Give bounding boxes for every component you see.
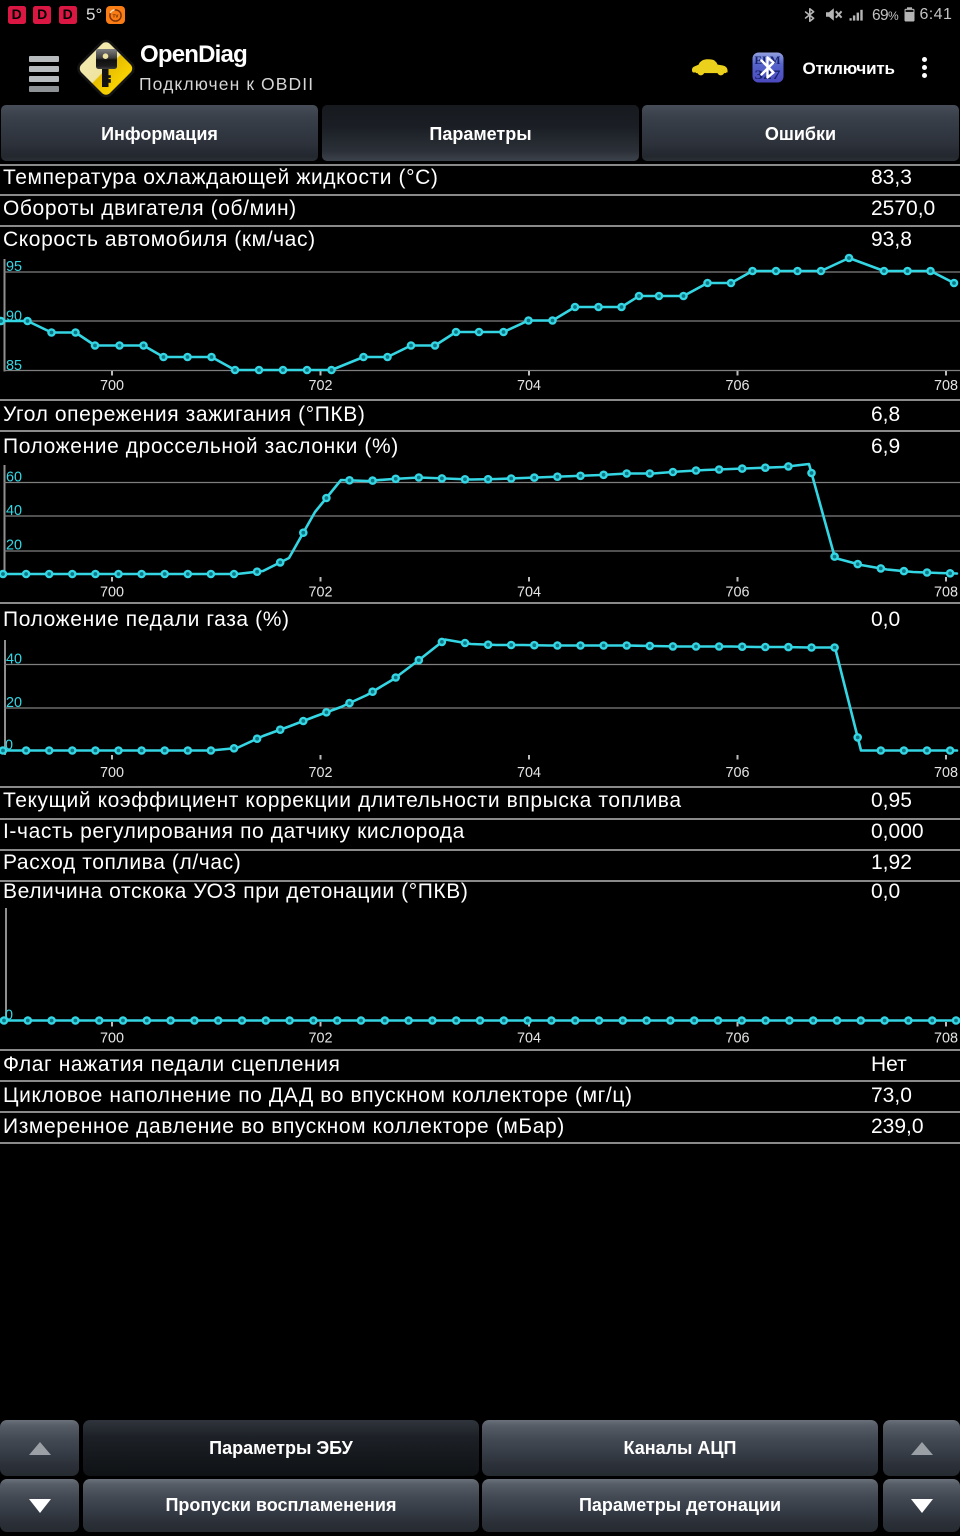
svg-text:20: 20: [6, 694, 22, 711]
svg-text:704: 704: [517, 1030, 541, 1047]
svg-text:706: 706: [726, 1030, 750, 1047]
svg-text:85: 85: [6, 357, 22, 374]
svg-text:702: 702: [309, 377, 333, 394]
svg-text:708: 708: [934, 377, 958, 394]
svg-text:0: 0: [5, 1007, 13, 1024]
svg-text:702: 702: [309, 764, 333, 781]
svg-text:704: 704: [517, 584, 541, 601]
svg-text:TV: TV: [113, 13, 119, 18]
svg-text:60: 60: [6, 468, 22, 485]
svg-text:0: 0: [5, 737, 13, 754]
svg-text:706: 706: [726, 764, 750, 781]
svg-text:702: 702: [309, 584, 333, 601]
svg-text:700: 700: [100, 1030, 124, 1047]
svg-text:706: 706: [726, 377, 750, 394]
svg-text:40: 40: [6, 502, 22, 519]
svg-text:704: 704: [517, 764, 541, 781]
svg-text:708: 708: [934, 1030, 958, 1047]
svg-text:20: 20: [6, 536, 22, 553]
svg-text:706: 706: [726, 584, 750, 601]
svg-text:708: 708: [934, 584, 958, 601]
svg-text:704: 704: [517, 377, 541, 394]
svg-text:700: 700: [100, 377, 124, 394]
svg-text:40: 40: [6, 650, 22, 667]
svg-text:708: 708: [934, 764, 958, 781]
svg-text:700: 700: [100, 584, 124, 601]
svg-text:95: 95: [6, 258, 22, 275]
svg-text:702: 702: [309, 1030, 333, 1047]
svg-text:700: 700: [100, 764, 124, 781]
